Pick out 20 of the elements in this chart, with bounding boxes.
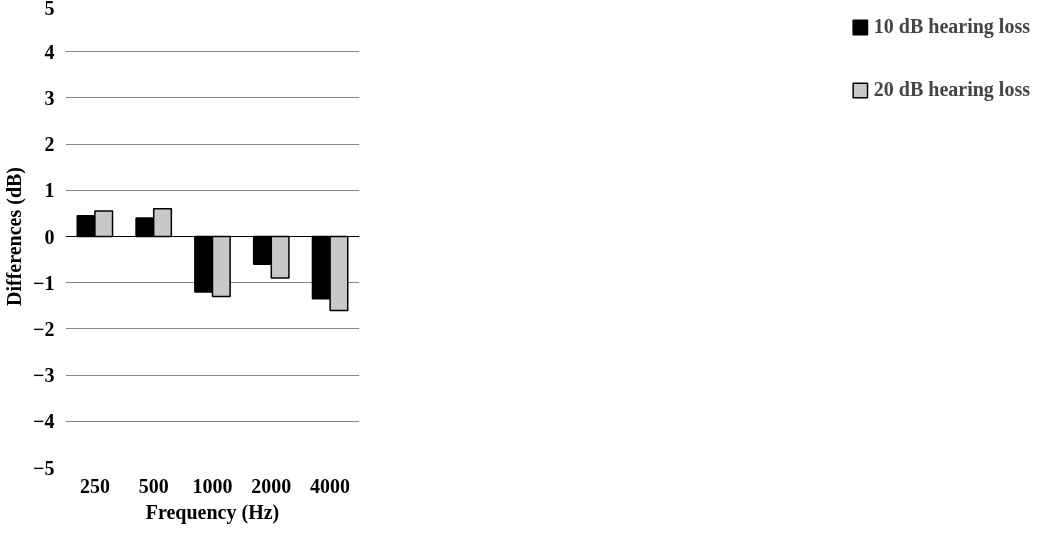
- x-tick-label: 4000: [310, 474, 351, 497]
- y-tick-label: −2: [33, 317, 55, 340]
- y-tick-label: −1: [33, 271, 55, 294]
- y-tick-label: 3: [44, 86, 55, 109]
- y-tick-label: 2: [44, 133, 55, 156]
- legend-label: 20 dB hearing loss: [873, 78, 1030, 101]
- x-tick-label: 2000: [251, 474, 292, 497]
- y-tick-label: −4: [33, 410, 55, 433]
- x-tick-label: 500: [138, 474, 169, 497]
- y-tick-label: −5: [33, 456, 55, 479]
- x-tick-label: 250: [79, 474, 110, 497]
- y-tick-label: 5: [44, 0, 55, 19]
- legend-label: 10 dB hearing loss: [873, 15, 1030, 38]
- y-tick-label: −3: [33, 364, 55, 387]
- y-tick-label: 0: [44, 225, 55, 248]
- y-tick-label: 4: [44, 40, 55, 63]
- y-axis-title: Differences (dB): [3, 166, 27, 307]
- y-tick-label: 1: [44, 179, 55, 202]
- x-tick-label: 1000: [192, 474, 233, 497]
- x-axis-title: Frequency (Hz): [145, 500, 280, 524]
